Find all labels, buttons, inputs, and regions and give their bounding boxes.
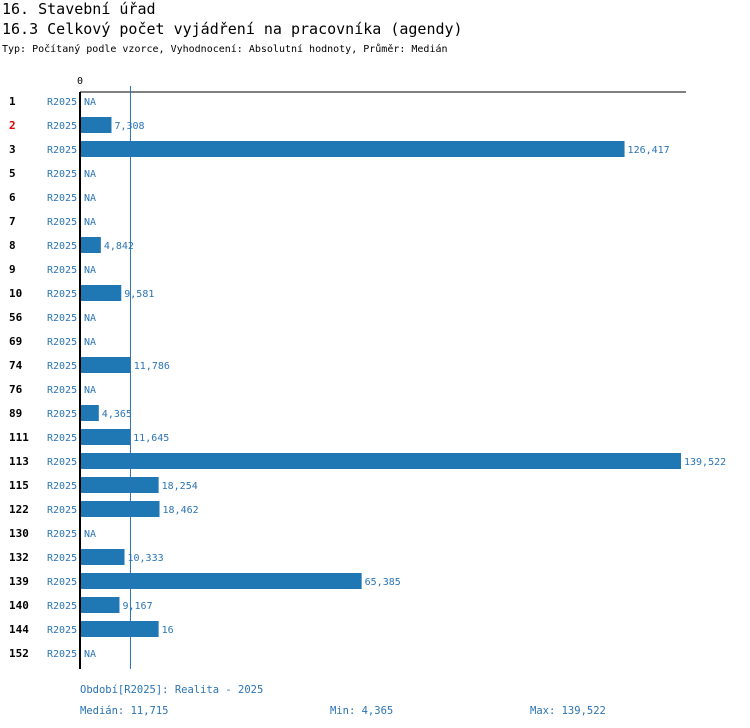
- bar: [80, 573, 362, 589]
- category-label: 144: [9, 623, 29, 636]
- series-label: R2025: [47, 337, 77, 348]
- data-label: NA: [84, 169, 96, 180]
- category-label: 3: [9, 143, 16, 156]
- series-label: R2025: [47, 625, 77, 636]
- data-label: 7,308: [114, 121, 144, 132]
- bar: [80, 117, 112, 133]
- category-label: 132: [9, 551, 29, 564]
- series-label: R2025: [47, 289, 77, 300]
- chart-title: 16.3 Celkový počet vyjádření na pracovní…: [2, 20, 463, 38]
- bar: [80, 621, 159, 637]
- category-label: 56: [9, 311, 23, 324]
- data-label: 18,462: [163, 505, 199, 516]
- data-label: NA: [84, 97, 96, 108]
- data-label: NA: [84, 385, 96, 396]
- data-label: NA: [84, 217, 96, 228]
- chart-meta: Typ: Počítaný podle vzorce, Vyhodnocení:…: [2, 44, 448, 55]
- data-label: NA: [84, 193, 96, 204]
- category-label: 7: [9, 215, 16, 228]
- bar: [80, 405, 99, 421]
- series-label: R2025: [47, 145, 77, 156]
- data-label: NA: [84, 265, 96, 276]
- bar: [80, 477, 159, 493]
- category-label: 111: [9, 431, 29, 444]
- category-label: 76: [9, 383, 23, 396]
- bar: [80, 429, 131, 445]
- category-label: 8: [9, 239, 16, 252]
- category-label: 2: [9, 119, 16, 132]
- category-label: 113: [9, 455, 29, 468]
- data-label: 10,333: [128, 553, 164, 564]
- series-label: R2025: [47, 577, 77, 588]
- series-label: R2025: [47, 169, 77, 180]
- category-label: 74: [9, 359, 23, 372]
- data-label: 16: [162, 625, 174, 636]
- bar: [80, 285, 122, 301]
- category-label: 139: [9, 575, 29, 588]
- bar: [80, 357, 131, 373]
- data-label: NA: [84, 529, 96, 540]
- data-label: 11,645: [133, 433, 169, 444]
- category-label: 130: [9, 527, 29, 540]
- category-label: 140: [9, 599, 29, 612]
- series-label: R2025: [47, 313, 77, 324]
- data-label: 4,365: [102, 409, 132, 420]
- bar: [80, 237, 101, 253]
- data-label: NA: [84, 313, 96, 324]
- footer-max: Max: 139,522: [530, 705, 606, 717]
- data-label: 9,581: [124, 289, 154, 300]
- category-label: 6: [9, 191, 16, 204]
- series-label: R2025: [47, 385, 77, 396]
- category-label: 5: [9, 167, 16, 180]
- category-label: 69: [9, 335, 22, 348]
- data-label: 9,167: [122, 601, 152, 612]
- series-label: R2025: [47, 193, 77, 204]
- data-label: 18,254: [162, 481, 198, 492]
- category-label: 122: [9, 503, 29, 516]
- footer-median: Medián: 11,715: [80, 705, 169, 717]
- series-label: R2025: [47, 361, 77, 372]
- series-label: R2025: [47, 529, 77, 540]
- data-label: 126,417: [628, 145, 670, 156]
- data-label: 139,522: [684, 457, 726, 468]
- series-label: R2025: [47, 241, 77, 252]
- category-label: 1: [9, 95, 16, 108]
- series-label: R2025: [47, 481, 77, 492]
- series-label: R2025: [47, 505, 77, 516]
- data-label: NA: [84, 649, 96, 660]
- category-label: 115: [9, 479, 29, 492]
- category-label: 9: [9, 263, 16, 276]
- series-label: R2025: [47, 601, 77, 612]
- bar: [80, 597, 120, 613]
- bar: [80, 549, 125, 565]
- series-label: R2025: [47, 553, 77, 564]
- series-label: R2025: [47, 217, 77, 228]
- footer-min: Min: 4,365: [330, 705, 394, 717]
- series-label: R2025: [47, 409, 77, 420]
- axis-zero-label: 0: [77, 76, 83, 87]
- data-label: 4,842: [104, 241, 134, 252]
- category-label: 89: [9, 407, 22, 420]
- series-label: R2025: [47, 433, 77, 444]
- category-label: 152: [9, 647, 29, 660]
- series-label: R2025: [47, 457, 77, 468]
- footer-period: Období[R2025]: Realita - 2025: [80, 684, 264, 696]
- data-label: 65,385: [365, 577, 401, 588]
- bar: [80, 501, 160, 517]
- series-label: R2025: [47, 265, 77, 276]
- series-label: R2025: [47, 97, 77, 108]
- bar: [80, 453, 681, 469]
- series-label: R2025: [47, 121, 77, 132]
- page-title: 16. Stavební úřad: [2, 0, 156, 18]
- category-label: 10: [9, 287, 22, 300]
- bar: [80, 141, 625, 157]
- series-label: R2025: [47, 649, 77, 660]
- data-label: NA: [84, 337, 96, 348]
- data-label: 11,786: [134, 361, 170, 372]
